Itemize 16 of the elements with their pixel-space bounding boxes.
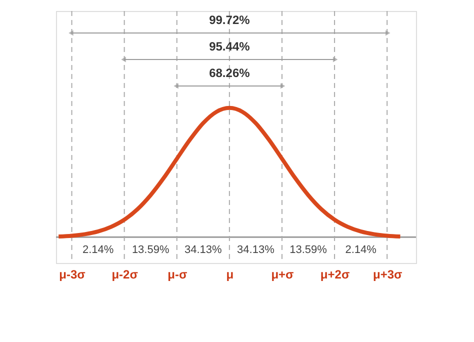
x-tick-label: μ-2σ <box>112 268 138 282</box>
text: 95.44% <box>209 40 250 54</box>
x-tick-label: μ-σ <box>168 268 188 282</box>
text: 68.26% <box>209 66 250 80</box>
text: 13.59% <box>290 244 328 256</box>
text: 2.14% <box>82 244 114 256</box>
text: 34.13% <box>237 244 275 256</box>
x-tick-label: μ+σ <box>271 268 294 282</box>
x-tick-label: μ+2σ <box>320 268 350 282</box>
text: 2.14% <box>345 244 377 256</box>
x-tick-label: μ-3σ <box>59 268 86 282</box>
x-tick-label: μ <box>226 268 234 282</box>
x-tick-label: μ+3σ <box>372 268 402 282</box>
text: 13.59% <box>132 244 170 256</box>
text: 34.13% <box>184 244 222 256</box>
text: 99.72% <box>209 13 250 28</box>
